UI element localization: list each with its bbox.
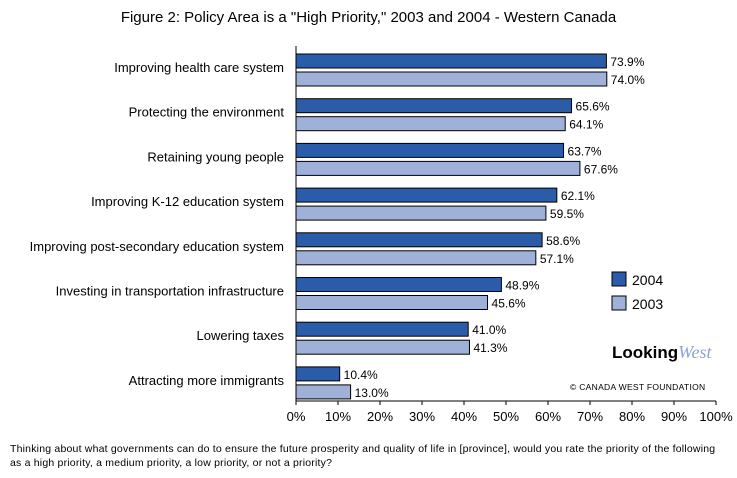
x-tick-label: 50% xyxy=(493,409,519,424)
data-label: 65.6% xyxy=(576,100,610,114)
category-label: Investing in transportation infrastructu… xyxy=(56,284,284,299)
category-label: Retaining young people xyxy=(147,149,284,164)
data-label: 58.6% xyxy=(546,234,580,248)
legend-swatch-2004 xyxy=(611,271,627,287)
x-tick-label: 100% xyxy=(699,409,733,424)
survey-question-caption: Thinking about what governments can do t… xyxy=(10,443,716,469)
x-tick-label: 60% xyxy=(535,409,561,424)
bar-2003 xyxy=(295,250,537,266)
x-tick-label: 0% xyxy=(287,409,306,424)
x-tick-label: 70% xyxy=(577,409,603,424)
x-tick-label: 30% xyxy=(409,409,435,424)
bar-2004 xyxy=(295,321,469,337)
bar-2004 xyxy=(295,187,558,203)
data-label: 57.1% xyxy=(540,252,574,266)
brand-name: Looking xyxy=(612,343,679,362)
legend-swatch-2003 xyxy=(611,295,627,311)
chart-title: Figure 2: Policy Area is a "High Priorit… xyxy=(120,9,617,26)
bar-2003 xyxy=(295,295,489,310)
data-label: 63.7% xyxy=(568,144,602,158)
bar-2003 xyxy=(295,384,352,400)
x-tick-label: 40% xyxy=(451,409,477,424)
data-label: 41.3% xyxy=(473,341,507,355)
bar-2004 xyxy=(295,277,502,292)
bar-2003 xyxy=(295,339,470,355)
data-label: 10.4% xyxy=(344,368,378,382)
bar-2004 xyxy=(295,366,341,382)
brand-copyright: © CANADA WEST FOUNDATION xyxy=(570,382,706,392)
brand-name-accent: West xyxy=(678,342,712,362)
bar-2003 xyxy=(295,205,547,221)
bar-2004 xyxy=(295,142,565,158)
data-label: 41.0% xyxy=(472,323,506,337)
data-label: 48.9% xyxy=(505,279,539,293)
data-label: 64.1% xyxy=(569,118,603,132)
bar-chart: 0% 10% 20% 30% 40% 50% 60% 70% 80% 90% 100% Improvi… xyxy=(30,46,733,424)
data-label: 73.9% xyxy=(610,55,644,69)
bar-2003 xyxy=(295,160,581,176)
bar-2004 xyxy=(295,53,607,69)
x-tick-label: 10% xyxy=(325,409,351,424)
legend-label: 2003 xyxy=(632,296,663,312)
data-label: 67.6% xyxy=(584,162,618,176)
category-label: Lowering taxes xyxy=(197,328,285,343)
brand-logo: LookingWest 2004 © CANADA WEST FOUNDATIO… xyxy=(570,342,727,392)
bar-2003 xyxy=(295,116,566,132)
x-tick-label: 20% xyxy=(367,409,393,424)
legend-label: 2004 xyxy=(632,272,663,288)
category-label: Improving K-12 education system xyxy=(91,194,284,209)
category-label: Improving post-secondary education syste… xyxy=(30,239,284,254)
data-label: 45.6% xyxy=(492,297,526,311)
bar-2004 xyxy=(295,98,573,114)
bar-2004 xyxy=(295,232,543,248)
x-tick-label: 90% xyxy=(661,409,687,424)
category-label: Attracting more immigrants xyxy=(129,373,285,388)
x-tick-label: 80% xyxy=(619,409,645,424)
data-label: 74.0% xyxy=(611,73,645,87)
category-label: Improving health care system xyxy=(114,60,284,75)
category-label: Protecting the environment xyxy=(129,105,285,120)
bar-2003 xyxy=(295,71,608,87)
data-label: 13.0% xyxy=(355,386,389,400)
data-label: 59.5% xyxy=(550,207,584,221)
data-label: 62.1% xyxy=(561,189,595,203)
